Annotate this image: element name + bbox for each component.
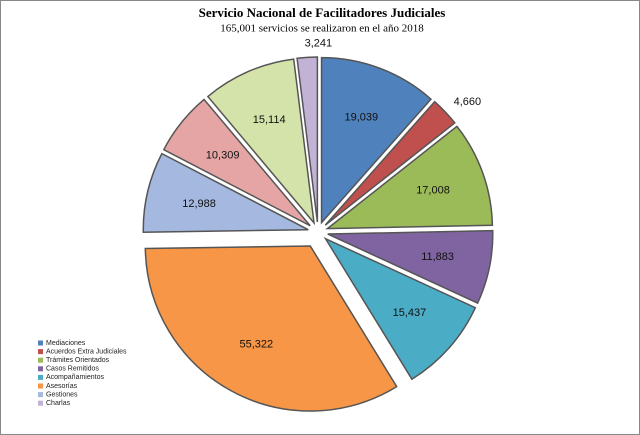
legend-label: Mediaciones: [46, 340, 86, 347]
data-label: 15,437: [393, 307, 427, 319]
legend-swatch: [38, 383, 43, 389]
legend-swatch: [38, 366, 43, 372]
pie-slice: [327, 229, 494, 305]
legend-label: Gestiones: [46, 391, 78, 398]
pie-slice: [325, 125, 494, 230]
chart-title: Servicio Nacional de Facilitadores Judic…: [199, 5, 446, 20]
pie-slice: [320, 56, 433, 225]
pie-slice: [324, 100, 456, 226]
data-label: 3,241: [305, 37, 333, 49]
legend-swatch: [38, 400, 43, 406]
legend-label: Trámites Orientados: [46, 357, 110, 364]
data-label: 11,883: [421, 251, 454, 263]
pie-slice: [323, 236, 477, 381]
data-label: 55,322: [239, 338, 273, 350]
legend-label: Charlas: [46, 400, 71, 407]
legend-label: Acuerdos Extra Judiciales: [46, 348, 127, 355]
data-label: 19,039: [345, 112, 379, 124]
legend-swatch: [38, 349, 43, 355]
legend-label: Asesorías: [46, 383, 78, 390]
data-label: 17,008: [416, 185, 450, 197]
legend-swatch: [38, 340, 43, 346]
data-label: 15,114: [253, 114, 286, 126]
legend-label: Acompañamientos: [46, 374, 104, 381]
data-label: 10,309: [206, 149, 240, 161]
data-label: 4,660: [454, 96, 482, 108]
pie-slice: [144, 245, 398, 412]
legend-swatch: [38, 392, 43, 398]
legend-swatch: [38, 357, 43, 363]
chart-subtitle: 165,001 servicios se realizaron en el añ…: [220, 23, 424, 35]
legend-swatch: [38, 374, 43, 380]
pie-slice: [296, 56, 319, 223]
data-label: 12,988: [182, 198, 216, 210]
pie-slice: [162, 98, 311, 227]
pie-slice: [206, 58, 316, 226]
legend-label: Casos Remitidos: [46, 366, 99, 373]
pie-slice: [142, 152, 309, 233]
